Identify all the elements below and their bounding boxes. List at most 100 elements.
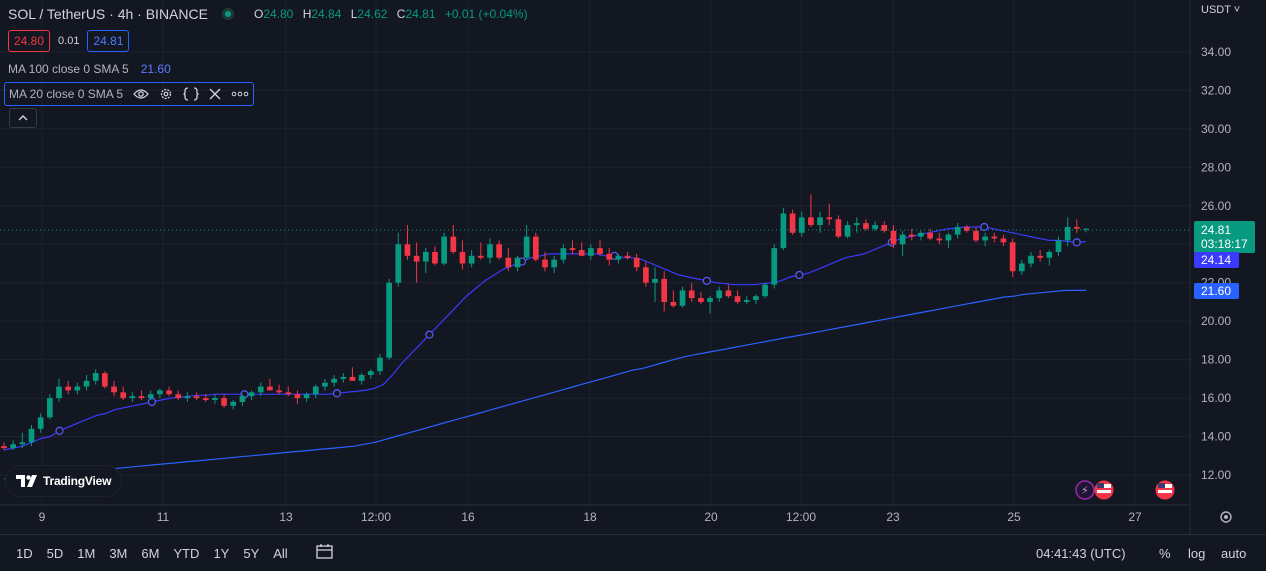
braces-icon[interactable] [183, 87, 199, 101]
flash-icon[interactable] [1075, 480, 1095, 500]
percent-toggle[interactable]: % [1159, 545, 1171, 561]
candle-body [230, 401, 237, 406]
candle-body [422, 251, 429, 262]
symbol-title[interactable]: SOL / TetherUS · 4h · BINANCE [8, 6, 208, 22]
settings-icon[interactable] [1220, 511, 1232, 523]
candles-layer [1, 194, 1089, 451]
candle-body [157, 390, 163, 395]
x-tick-label: 11 [157, 510, 170, 524]
calendar-icon[interactable] [316, 543, 334, 562]
y-tick-label: 12.00 [1201, 468, 1231, 482]
auto-toggle[interactable]: auto [1221, 545, 1247, 561]
ma100-line[interactable] [3, 289, 1086, 480]
x-tick-label: 13 [279, 510, 293, 524]
ma100-badge: 21.60 [1201, 284, 1231, 298]
candle-body [624, 255, 631, 258]
candle-body [349, 376, 356, 381]
x-tick-label: 12:00 [786, 510, 816, 524]
spread-value: 0.01 [58, 35, 80, 47]
candle-body [487, 244, 493, 258]
candle-body [688, 290, 695, 299]
eye-icon[interactable] [133, 88, 149, 100]
candle-body [881, 225, 888, 231]
range-button-3m[interactable]: 3M [109, 545, 128, 561]
range-button-1m[interactable]: 1M [77, 545, 96, 561]
candle-body [175, 394, 182, 399]
candle-body [1028, 255, 1034, 264]
candle-body [523, 236, 530, 258]
ma20-marker [702, 276, 711, 285]
candle-body [1037, 255, 1043, 258]
collapse-legend-button[interactable] [9, 108, 37, 128]
range-button-5y[interactable]: 5Y [243, 545, 260, 561]
candle-body [798, 217, 805, 233]
more-icon[interactable] [231, 91, 249, 97]
range-button-5d[interactable]: 5D [46, 545, 64, 561]
candle-body [991, 236, 998, 239]
y-tick-label: 26.00 [1201, 199, 1231, 213]
y-tick-label: 20.00 [1201, 314, 1231, 328]
tradingview-logo[interactable]: TradingView [6, 466, 122, 496]
y-tick-label: 28.00 [1201, 160, 1231, 174]
range-button-ytd[interactable]: YTD [173, 545, 200, 561]
candle-body [120, 392, 127, 399]
status-dot-icon [221, 8, 234, 20]
range-button-all[interactable]: All [273, 545, 288, 561]
gear-icon[interactable] [159, 87, 173, 101]
candle-body [1018, 263, 1025, 272]
candle-body [459, 251, 466, 264]
range-button-1y[interactable]: 1Y [213, 545, 230, 561]
ma100-legend[interactable]: MA 100 close 0 SMA 5 21.60 [8, 62, 171, 76]
ma20-marker [795, 270, 804, 280]
buy-button[interactable]: 24.81 [87, 30, 130, 52]
candle-body [276, 390, 282, 393]
candle-body [294, 394, 301, 399]
close-value: 24.81 [405, 7, 436, 21]
candle-body [954, 226, 961, 235]
candle-body [377, 357, 383, 372]
candle-body [248, 392, 255, 397]
sell-button[interactable]: 24.80 [8, 30, 51, 52]
price-badges: 24.81 03:18:17 24.14 21.60 [1194, 221, 1255, 299]
candle-body [92, 373, 99, 381]
candle-body [1055, 240, 1062, 252]
y-tick-label: 16.00 [1201, 391, 1231, 405]
x-tick-label: 25 [1007, 510, 1021, 524]
candle-body [303, 394, 310, 399]
candle-body [340, 376, 347, 379]
candle-body [1064, 226, 1071, 241]
candle-body [441, 236, 447, 264]
candle-body [239, 396, 246, 402]
chevron-up-icon [18, 115, 28, 121]
candle-body [808, 217, 814, 226]
ma20-legend[interactable]: MA 20 close 0 SMA 5 [4, 82, 255, 106]
x-tick-label: 16 [461, 510, 475, 524]
y-tick-label: 14.00 [1201, 430, 1231, 444]
candle-body [322, 382, 328, 387]
time-axis[interactable]: 9 11 13 12:00 16 18 20 12:00 23 25 27 [0, 504, 1190, 524]
currency-selector[interactable]: USDT ˅ [1201, 4, 1240, 16]
price-chart[interactable]: 12.0014.0016.0018.0020.0022.0024.0026.00… [0, 0, 1266, 534]
close-icon[interactable] [209, 88, 221, 100]
candle-body [37, 417, 44, 429]
candle-body [716, 290, 723, 299]
ma20-marker [425, 330, 434, 339]
log-toggle[interactable]: log [1188, 545, 1206, 561]
candle-body [386, 282, 392, 358]
range-button-6m[interactable]: 6M [141, 545, 160, 561]
candle-body [936, 238, 943, 241]
candle-body [743, 300, 750, 302]
candle-body [982, 236, 988, 241]
candle-body [661, 278, 668, 302]
clock-time[interactable]: 04:41:43 (UTC) [1036, 545, 1126, 561]
candle-body [551, 259, 558, 268]
candle-body [147, 394, 154, 399]
candle-body [945, 234, 952, 241]
candle-body [643, 267, 649, 283]
ma20-marker [1072, 238, 1081, 247]
symbol-legend: SOL / TetherUS · 4h · BINANCE O24.80 H24… [8, 6, 528, 22]
range-button-1d[interactable]: 1D [16, 545, 33, 561]
candle-body [221, 398, 227, 406]
low-label: L [350, 7, 358, 21]
candle-body [615, 255, 622, 260]
